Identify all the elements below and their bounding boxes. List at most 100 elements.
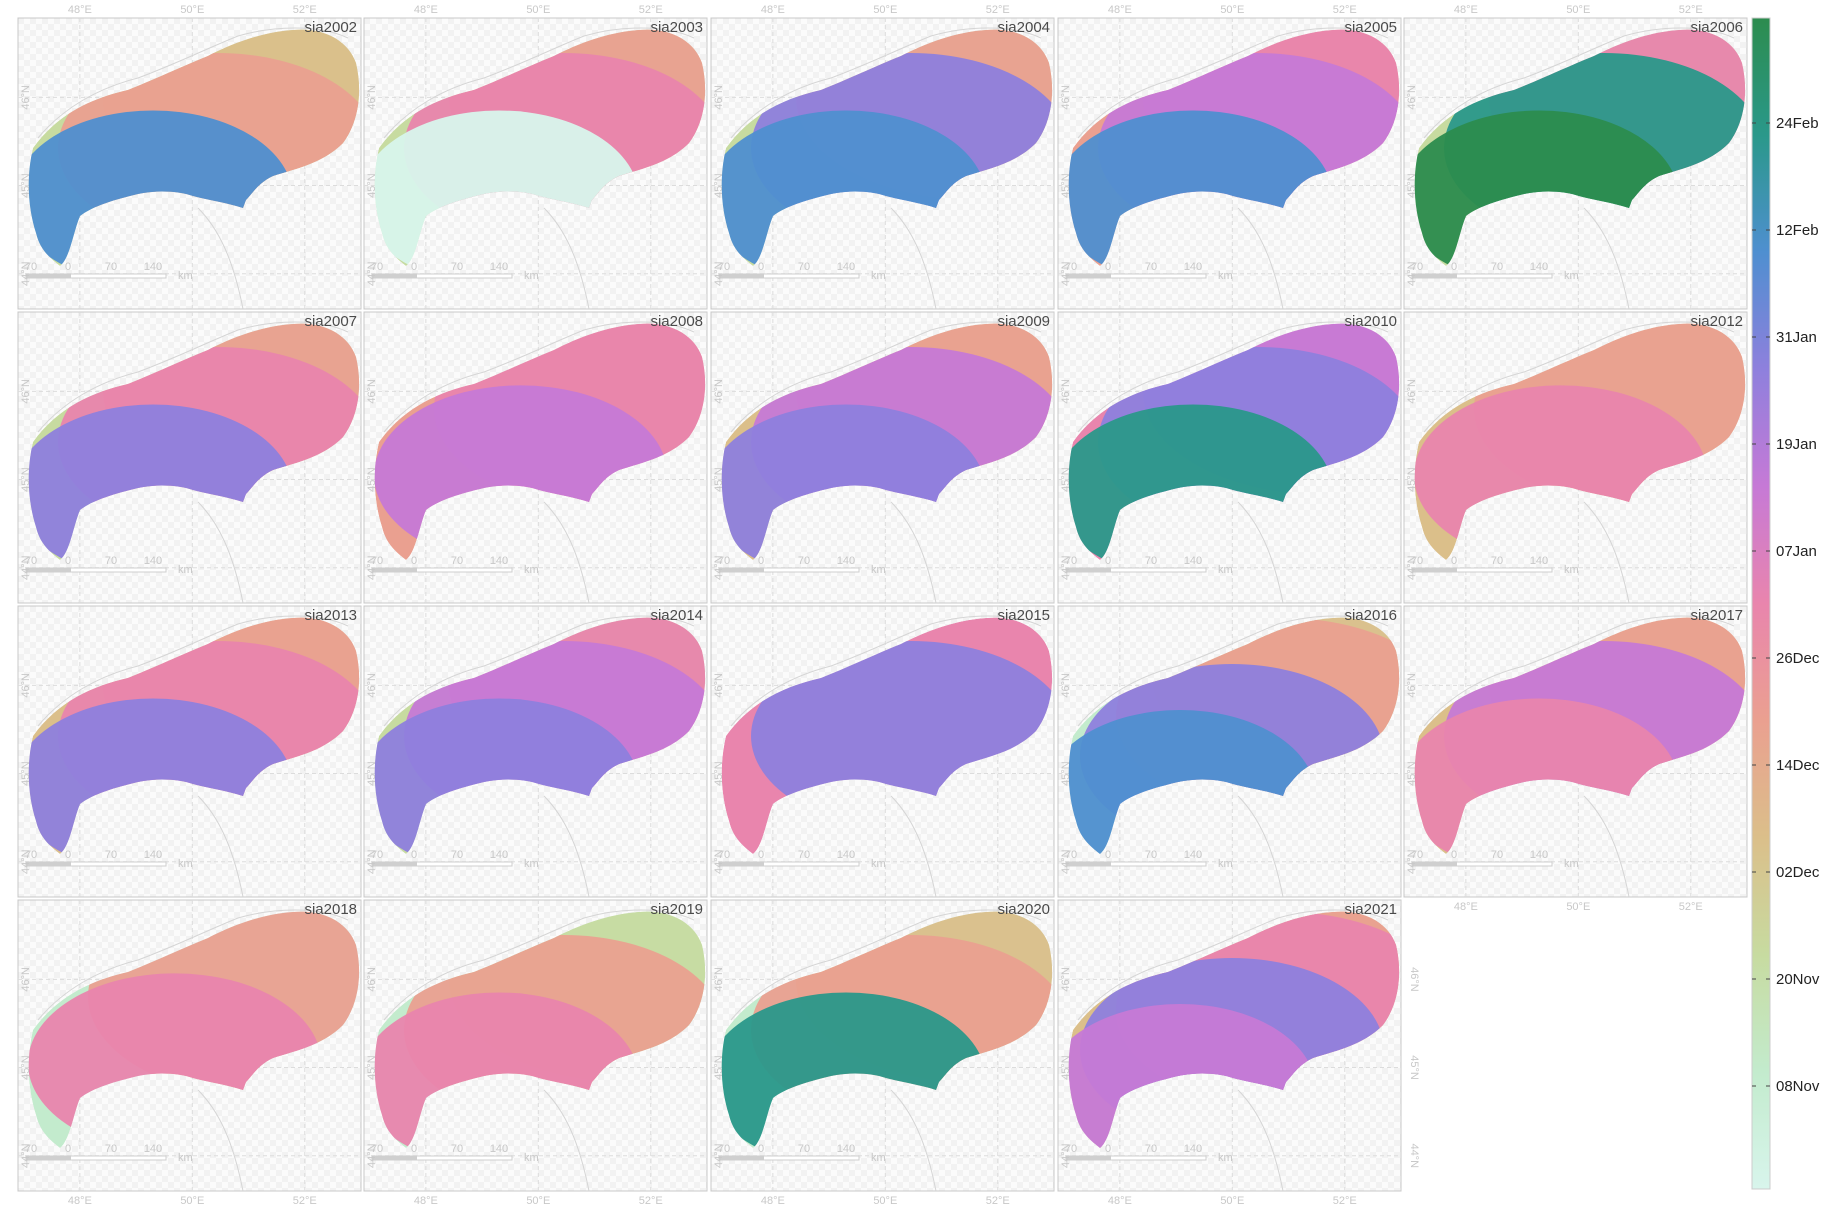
- lat-tick-label: 46°N: [20, 85, 32, 110]
- lat-tick-label: 44°N: [366, 849, 378, 874]
- lat-tick-label: 46°N: [1060, 967, 1072, 992]
- scale-bar-label: 140: [490, 261, 508, 273]
- coastline: [1077, 321, 1389, 604]
- lon-tick-label-bottom: 52°E: [293, 1195, 317, 1207]
- lat-tick-label: 45°N: [713, 173, 725, 198]
- scale-bar-label: 70: [105, 1143, 117, 1155]
- lon-tick-label-top: 48°E: [1454, 4, 1478, 16]
- scale-bar-label: 0: [758, 555, 764, 567]
- scale-bar-label: 140: [837, 1143, 855, 1155]
- lat-tick-label: 46°N: [1406, 673, 1418, 698]
- lat-tick-label: 44°N: [713, 261, 725, 286]
- panel-title: sia2004: [997, 19, 1050, 36]
- scale-bar-label: 70: [718, 849, 730, 861]
- legend-label: 07Jan: [1776, 543, 1817, 560]
- lon-tick-label-top: 50°E: [873, 4, 897, 16]
- legend-label: 14Dec: [1776, 757, 1820, 774]
- coastline: [383, 27, 695, 310]
- scale-bar: 70 0 70 140 km: [1411, 261, 1579, 282]
- lat-tick-label: 45°N: [20, 1055, 32, 1080]
- lat-tick-label: 45°N: [366, 173, 378, 198]
- scale-bar-label: 70: [371, 1143, 383, 1155]
- scale-bar-label: 70: [1491, 849, 1503, 861]
- scale-bar-unit: km: [524, 270, 539, 282]
- scale-bar-label: 0: [1105, 1143, 1111, 1155]
- lat-tick-label: 45°N: [1060, 467, 1072, 492]
- panel-title: sia2007: [304, 313, 357, 330]
- lat-tick-label: 44°N: [1060, 849, 1072, 874]
- lon-tick-label-bottom: 48°E: [1108, 1195, 1132, 1207]
- scale-bar-label: 70: [371, 555, 383, 567]
- legend-colorbar: [1751, 17, 1771, 1190]
- coastline: [37, 615, 349, 898]
- scale-bar-label: 70: [25, 261, 37, 273]
- coastline: [730, 27, 1042, 310]
- map-panel: 70 0 70 140 km sia2021 44°N 45°N 46°N 44°N 45°N 46°…: [1057, 899, 1420, 1192]
- scale-bar: 70 0 70 140 km: [371, 1143, 539, 1164]
- map-panel: 70 0 70 140 km sia2014 44°N 45°N 46°N: [363, 605, 708, 898]
- lat-tick-label: 45°N: [713, 1055, 725, 1080]
- lat-tick-label-right: 46°N: [1408, 967, 1420, 992]
- lat-tick-label: 46°N: [713, 85, 725, 110]
- lat-tick-label: 44°N: [20, 555, 32, 580]
- scale-bar-unit: km: [871, 270, 886, 282]
- coastline: [37, 321, 349, 604]
- scale-bar-label: 0: [758, 261, 764, 273]
- panel-title: sia2021: [1344, 901, 1397, 918]
- scale-bar-label: 70: [371, 849, 383, 861]
- scale-bar-label: 140: [144, 849, 162, 861]
- lat-tick-label: 44°N: [20, 261, 32, 286]
- scale-bar: 70 0 70 140 km: [25, 555, 193, 576]
- lon-tick-label-top: 52°E: [1333, 4, 1357, 16]
- scale-bar-label: 0: [1451, 849, 1457, 861]
- lon-tick-label-bottom: 50°E: [1566, 901, 1590, 913]
- panel-title: sia2003: [650, 19, 703, 36]
- scale-bar-label: 70: [25, 849, 37, 861]
- scale-bar: 70 0 70 140 km: [718, 555, 886, 576]
- coastline: [730, 321, 1042, 604]
- lon-tick-label-bottom: 52°E: [986, 1195, 1010, 1207]
- scale-bar-label: 70: [1065, 849, 1077, 861]
- map-panel: 70 0 70 140 km sia2003 44°N 45°N 46°N: [363, 17, 708, 310]
- scale-bar-label: 140: [837, 555, 855, 567]
- legend-label: 31Jan: [1776, 329, 1817, 346]
- scale-bar-unit: km: [524, 564, 539, 576]
- coastline: [1077, 27, 1389, 310]
- scale-bar-label: 0: [758, 1143, 764, 1155]
- lat-tick-label: 45°N: [713, 467, 725, 492]
- coastline: [1423, 321, 1735, 604]
- scale-bar: 70 0 70 140 km: [371, 261, 539, 282]
- lat-tick-label: 44°N: [713, 849, 725, 874]
- lat-tick-label: 45°N: [1406, 467, 1418, 492]
- scale-bar-label: 70: [718, 261, 730, 273]
- map-panel: 70 0 70 140 km sia2020 44°N 45°N 46°N: [710, 899, 1055, 1192]
- scale-bar-unit: km: [1564, 858, 1579, 870]
- map-panel: 70 0 70 140 km sia2013 44°N 45°N 46°N: [17, 605, 362, 898]
- scale-bar-label: 140: [144, 555, 162, 567]
- scale-bar: 70 0 70 140 km: [718, 849, 886, 870]
- lat-tick-label: 46°N: [366, 85, 378, 110]
- scale-bar-label: 0: [65, 849, 71, 861]
- scale-bar-label: 0: [1105, 849, 1111, 861]
- scale-bar-label: 0: [758, 849, 764, 861]
- lat-tick-label: 45°N: [366, 467, 378, 492]
- scale-bar-label: 140: [837, 261, 855, 273]
- lat-tick-label: 44°N: [713, 1143, 725, 1168]
- scale-bar-unit: km: [1218, 270, 1233, 282]
- scale-bar-label: 70: [798, 555, 810, 567]
- panel-title: sia2017: [1690, 607, 1743, 624]
- scale-bar-unit: km: [1218, 564, 1233, 576]
- scale-bar: 70 0 70 140 km: [718, 261, 886, 282]
- scale-bar-label: 0: [411, 555, 417, 567]
- legend-label: 20Nov: [1776, 971, 1820, 988]
- lon-tick-label-bottom: 50°E: [1220, 1195, 1244, 1207]
- lon-tick-label-bottom: 48°E: [414, 1195, 438, 1207]
- scale-bar-label: 70: [798, 261, 810, 273]
- map-panel: 70 0 70 140 km sia2009 44°N 45°N 46°N: [710, 311, 1055, 604]
- lat-tick-label: 46°N: [1060, 85, 1072, 110]
- scale-bar-label: 70: [718, 1143, 730, 1155]
- scale-bar-label: 0: [1105, 555, 1111, 567]
- scale-bar-label: 140: [1530, 261, 1548, 273]
- map-panel: 70 0 70 140 km sia2019 44°N 45°N 46°N: [363, 899, 708, 1192]
- scale-bar-label: 70: [451, 849, 463, 861]
